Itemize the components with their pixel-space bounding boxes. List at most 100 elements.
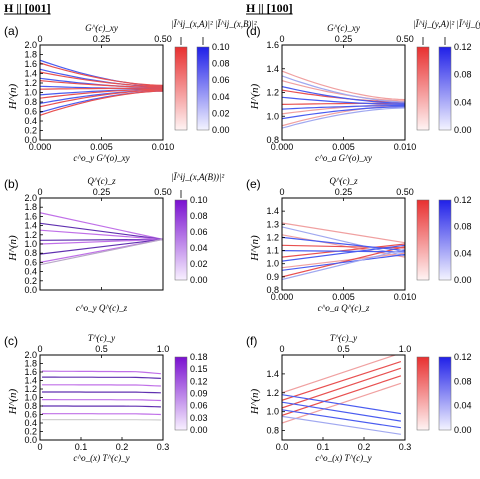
- colorbar-tick-label: 0.04: [454, 97, 472, 107]
- series-line-10: [282, 104, 405, 110]
- colorbar-tick-label: 0.04: [454, 248, 472, 258]
- colorbar-tick-label: 0.00: [190, 275, 208, 285]
- colorbar-tick-label: 0.04: [190, 243, 208, 253]
- series-line-8: [282, 409, 401, 429]
- y-axis-label: H^(n): [7, 388, 19, 415]
- x2-tick-label: 0.50: [154, 187, 172, 197]
- series-line-12: [40, 88, 163, 99]
- y-tick-label: 0.6: [24, 257, 37, 267]
- colorbar-1: [416, 46, 430, 131]
- x-tick-label: 0.005: [332, 142, 355, 152]
- y-tick-label: 1.0: [24, 393, 37, 403]
- series-line-10: [282, 244, 405, 262]
- colorbar-tick-label: 0.12: [190, 376, 208, 386]
- x-axis-label: c^o_a G^(o)_xy: [315, 153, 372, 163]
- x-axis-label: c^o_y Q^(c)_z: [76, 303, 128, 313]
- colorbar-1: [174, 199, 188, 281]
- colorbar-2: [196, 46, 210, 131]
- series-line-14: [40, 90, 163, 116]
- series-line-5: [282, 252, 405, 269]
- series-line-5: [40, 238, 163, 245]
- series-line-2: [40, 222, 163, 240]
- y-tick-label: 2.0: [24, 40, 37, 50]
- colorbar-tick-label: 0.12: [454, 42, 472, 52]
- x-tick-label: 0.005: [90, 142, 113, 152]
- y-tick-label: 1.2: [24, 384, 37, 394]
- y-tick-label: 1.1: [266, 246, 279, 256]
- x2-tick-label: 0.5: [337, 344, 350, 354]
- series-line-6: [282, 394, 401, 415]
- y-tick-label: 0.8: [24, 401, 37, 411]
- colorbar-tick-label: 0.00: [212, 125, 230, 135]
- series-group: [41, 370, 161, 421]
- x2-tick-label: 0.50: [396, 34, 414, 44]
- x-axis-label: c^o_(x) T^(c)_y: [73, 453, 129, 463]
- series-group: [40, 59, 163, 116]
- x2-axis-label: G^(c)_xy: [85, 23, 118, 33]
- y-tick-label: 0.0: [24, 285, 37, 295]
- y-tick-label: 0.8: [266, 426, 279, 436]
- x-tick-label: 0.000: [29, 142, 52, 152]
- y-tick-label: 1.8: [24, 359, 37, 369]
- x2-tick-label: 0.5: [95, 344, 108, 354]
- x2-tick-label: 0.50: [154, 34, 172, 44]
- x-tick-label: 0.000: [271, 292, 294, 302]
- colorbar-tick-label: 0.10: [190, 195, 208, 205]
- series-line-7: [282, 226, 405, 257]
- series-line-11: [282, 253, 405, 271]
- series-line-12: [282, 248, 405, 281]
- y-tick-label: 0.9: [266, 272, 279, 282]
- x-tick-label: 0.2: [116, 442, 129, 452]
- y-tick-label: 1.4: [24, 69, 37, 79]
- plot-frame: [39, 354, 164, 441]
- series-line-8: [282, 86, 405, 104]
- x2-axis-label: T^(c)_y: [330, 333, 357, 343]
- colorbar-tick-label: 0.06: [212, 75, 230, 85]
- colorbar-2: [438, 356, 452, 431]
- y-tick-label: 1.2: [24, 230, 37, 240]
- series-line-1: [282, 355, 398, 394]
- x2-axis-label: T^(c)_y: [88, 333, 115, 343]
- y-tick-label: 0.2: [24, 276, 37, 286]
- colorbar-1: [416, 356, 430, 431]
- x2-tick-label: 0: [279, 34, 284, 44]
- colorbar-tick-label: 0.08: [454, 222, 472, 232]
- x-tick-label: 0.005: [332, 292, 355, 302]
- series-line-11: [282, 106, 405, 120]
- x-tick-label: 0.000: [271, 142, 294, 152]
- y-tick-label: 2.0: [24, 193, 37, 203]
- series-line-7: [282, 401, 401, 422]
- y-tick-label: 0.6: [24, 107, 37, 117]
- series-line-2: [282, 361, 402, 401]
- y-axis-label: H^(n): [249, 235, 261, 262]
- colorbar-title: |Ī^ij_(y,A)|² |Ī^ij_(y,B)|²: [413, 19, 480, 29]
- x-axis-label: c^o_a Q^(c)_z: [318, 303, 370, 313]
- column-header-2: H || [100]: [246, 1, 293, 15]
- y-tick-label: 1.3: [266, 219, 279, 229]
- y-axis-label: H^(n): [7, 83, 19, 110]
- x2-axis-label: Q^(c)_z: [87, 176, 116, 186]
- y-tick-label: 1.2: [24, 78, 37, 88]
- y-tick-label: 0.2: [24, 427, 37, 437]
- y-tick-label: 0.0: [24, 435, 37, 445]
- x-tick-label: 0.3: [157, 442, 170, 452]
- panel-label: (b): [4, 177, 19, 191]
- y-axis-label: H^(n): [7, 235, 19, 262]
- series-line-6: [40, 238, 163, 255]
- y-tick-label: 0.8: [24, 97, 37, 107]
- colorbar-tick-label: 0.00: [454, 275, 472, 285]
- series-line-1: [40, 212, 163, 240]
- series-line-9: [282, 250, 405, 253]
- y-tick-label: 0.4: [24, 116, 37, 126]
- y-tick-label: 1.2: [266, 88, 279, 98]
- series-line-8: [40, 62, 163, 86]
- colorbar-tick-label: 0.10: [212, 42, 230, 52]
- colorbar-1: [174, 46, 188, 131]
- series-line-13: [40, 89, 163, 108]
- series-line-9: [40, 71, 163, 87]
- colorbar-tick-label: 0.02: [212, 108, 230, 118]
- series-line-1: [41, 370, 161, 375]
- y-tick-label: 2.0: [24, 350, 37, 360]
- colorbar-2: [438, 46, 452, 131]
- colorbar-tick-label: 0.04: [212, 92, 230, 102]
